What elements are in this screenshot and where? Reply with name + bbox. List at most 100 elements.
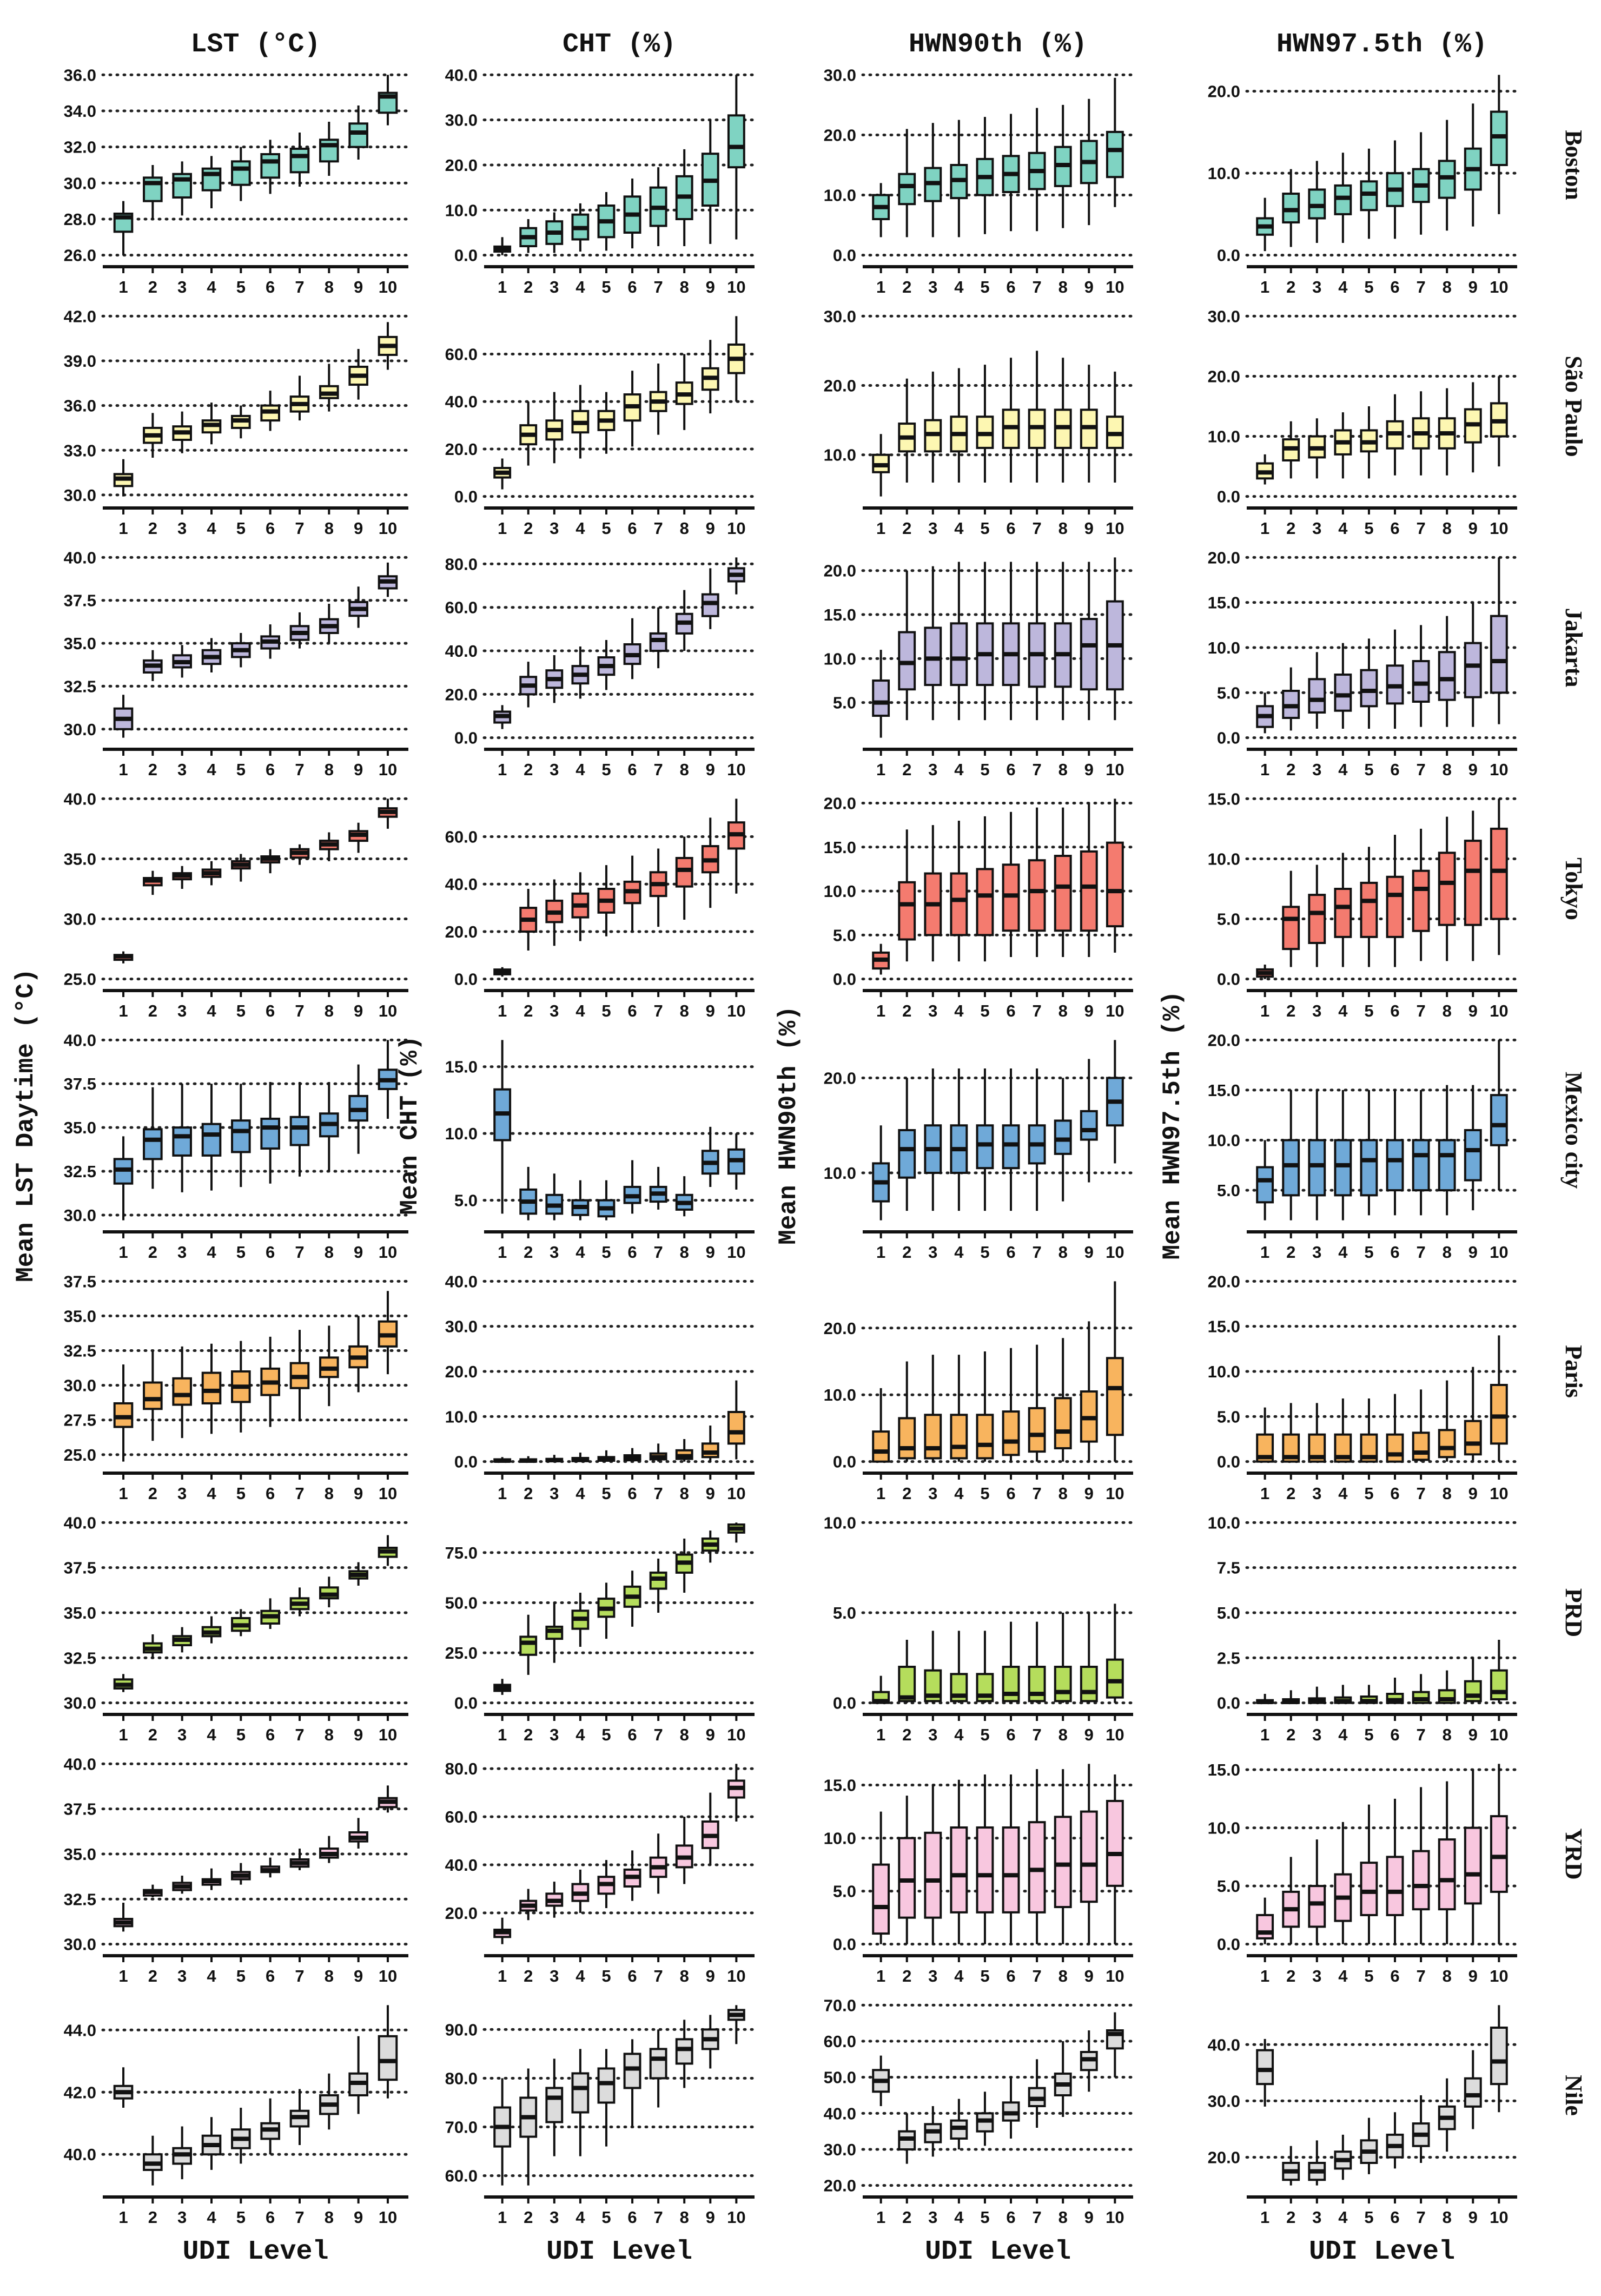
box-udi-6 [1002, 562, 1020, 721]
x-tick-label: 9 [1084, 2208, 1094, 2227]
box-udi-8 [319, 832, 339, 861]
box-udi-5 [1360, 847, 1378, 967]
box-udi-7 [649, 1833, 667, 1894]
box [1464, 1129, 1482, 1182]
box-udi-4 [201, 1084, 222, 1191]
box-udi-9 [1080, 365, 1098, 483]
box-udi-8 [1054, 562, 1072, 721]
x-tick-label: 9 [354, 2208, 363, 2227]
y-tick-label: 32.5 [64, 1648, 96, 1667]
box-udi-4 [1334, 412, 1352, 479]
y-tick-label: 44.0 [64, 2021, 96, 2040]
box-udi-2 [1282, 1857, 1300, 1944]
box-udi-9 [1464, 1085, 1482, 1211]
box [1490, 615, 1508, 694]
box [1080, 1110, 1098, 1141]
box [172, 1126, 192, 1157]
box-udi-5 [1360, 2117, 1378, 2174]
y-tick-label: 15.0 [824, 605, 856, 624]
x-tick-label: 2 [902, 1967, 911, 1985]
box-udi-4 [571, 203, 590, 252]
x-tick-label: 10 [379, 1243, 397, 1262]
box-udi-8 [1438, 616, 1456, 727]
x-tick-label: 2 [902, 1243, 911, 1262]
x-tick-label: 9 [706, 1725, 715, 1744]
box [950, 1826, 968, 1914]
box-udi-10 [1490, 2005, 1508, 2113]
x-tick-label: 5 [1364, 1967, 1373, 1985]
x-tick-label: 8 [325, 1243, 334, 1262]
panel-yrd-1: 30.0 32.5 35.0 37.5 40.0 1 2 3 4 5 6 7 8 9 10 [64, 1754, 410, 1985]
y-tick-label: 0.0 [454, 729, 478, 748]
box-udi-9 [1464, 602, 1482, 727]
box-udi-2 [898, 129, 916, 237]
box-udi-4 [571, 2049, 590, 2156]
y-tick-label: 60.0 [445, 828, 478, 847]
box-udi-1 [493, 458, 512, 490]
box [1080, 1666, 1098, 1703]
box-udi-7 [289, 844, 310, 865]
x-tick-label: 10 [1106, 1725, 1124, 1744]
x-tick-label: 3 [177, 1484, 187, 1503]
box-udi-4 [1334, 1398, 1352, 1463]
y-tick-label: 75.0 [445, 1543, 478, 1562]
x-tick-label: 10 [379, 1484, 397, 1503]
x-tick-label: 9 [1084, 1001, 1094, 1020]
x-tick-label: 3 [928, 519, 937, 538]
box-udi-8 [1054, 104, 1072, 228]
x-tick-label: 8 [1058, 1967, 1068, 1985]
x-tick-label: 10 [727, 519, 745, 538]
city-label: Tokyo [1560, 857, 1587, 920]
y-tick-label: 30.0 [64, 486, 96, 505]
x-tick-label: 6 [266, 1725, 275, 1744]
x-tick-label: 6 [1390, 1484, 1399, 1503]
box [597, 2067, 616, 2104]
x-tick-label: 5 [601, 1243, 611, 1262]
box-udi-10 [1106, 77, 1124, 207]
box-udi-2 [898, 1796, 916, 1944]
x-tick-label: 2 [1286, 2208, 1295, 2227]
box-udi-4 [201, 403, 222, 445]
box-udi-3 [172, 1084, 192, 1192]
box-udi-6 [1386, 1678, 1404, 1704]
box-udi-8 [1054, 1338, 1072, 1462]
y-tick-label: 30.0 [64, 1935, 96, 1954]
box [1054, 1816, 1072, 1909]
box-udi-3 [172, 866, 192, 889]
box [1308, 1139, 1326, 1197]
x-tick-label: 3 [177, 278, 187, 296]
x-tick-label: 2 [148, 1484, 157, 1503]
box [1002, 1826, 1020, 1914]
y-tick-label: 20.0 [1208, 1031, 1240, 1050]
x-tick-label: 5 [980, 1484, 989, 1503]
y-tick-label: 60.0 [445, 598, 478, 617]
box-udi-9 [1080, 98, 1098, 226]
x-tick-label: 1 [498, 1001, 507, 1020]
x-tick-label: 2 [902, 1725, 911, 1744]
box-udi-9 [701, 340, 719, 414]
x-tick-label: 6 [627, 1725, 637, 1744]
box-udi-8 [1054, 807, 1072, 958]
box-udi-8 [675, 836, 693, 920]
box-udi-7 [289, 1330, 310, 1422]
box-udi-7 [289, 2089, 310, 2145]
x-tick-label: 6 [1390, 760, 1399, 779]
box-udi-3 [172, 1346, 192, 1439]
x-tick-label: 4 [207, 1484, 216, 1503]
box-udi-9 [348, 1064, 368, 1154]
box-udi-9 [348, 105, 368, 160]
box [172, 1377, 192, 1406]
y-tick-label: 70.0 [824, 1996, 856, 2015]
y-tick-label: 0.0 [1217, 1935, 1240, 1954]
box-udi-8 [1438, 1781, 1456, 1944]
x-tick-label: 5 [236, 519, 246, 538]
box-udi-2 [519, 1456, 538, 1463]
box-udi-1 [113, 1364, 134, 1462]
x-tick-label: 1 [1260, 519, 1269, 538]
box [201, 1123, 222, 1157]
x-tick-label: 4 [575, 278, 585, 296]
y-tick-label: 15.0 [1208, 1760, 1240, 1779]
panel-paris-2: 0.0 10.0 20.0 30.0 40.0 1 2 3 4 5 6 7 8 9 10 [445, 1272, 756, 1503]
box-udi-7 [1412, 1389, 1430, 1462]
box [1106, 841, 1124, 928]
